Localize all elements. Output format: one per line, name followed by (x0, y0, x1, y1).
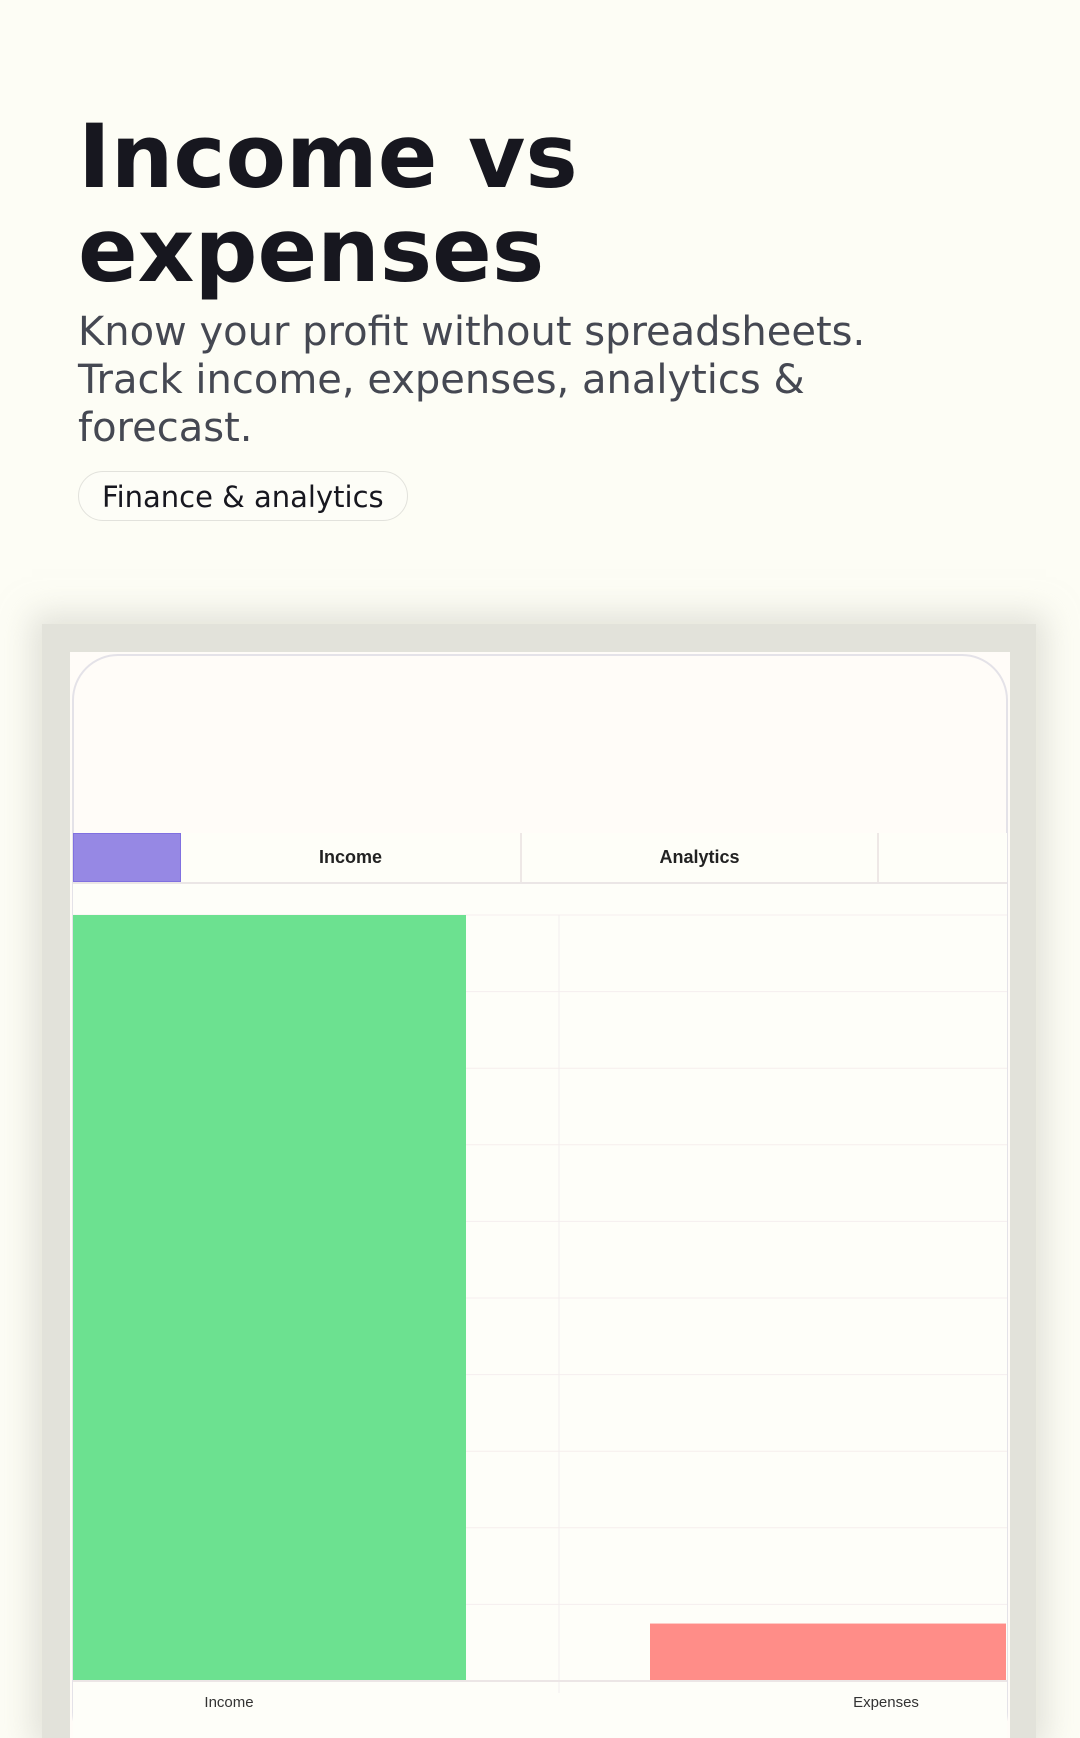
page-subtitle: Know your profit without spreadsheets. T… (78, 309, 866, 451)
x-tick-label-income: Income (204, 1694, 254, 1711)
app-screenshot: Income Analytics Income Expenses (70, 652, 1010, 1738)
bar-expenses (650, 1623, 1006, 1681)
category-tag[interactable]: Finance & analytics (78, 471, 408, 521)
bar-chart (73, 884, 1007, 1738)
page-title: Income vs expenses (78, 105, 578, 302)
x-tick-label-expenses: Expenses (853, 1694, 919, 1711)
tab-analytics[interactable]: Analytics (522, 833, 879, 882)
chart-svg (73, 914, 1007, 1693)
tab-bar: Income Analytics (73, 833, 1007, 884)
bar-income (73, 915, 466, 1681)
tab-active-indicator[interactable] (73, 833, 181, 882)
tab-income[interactable]: Income (181, 833, 522, 882)
